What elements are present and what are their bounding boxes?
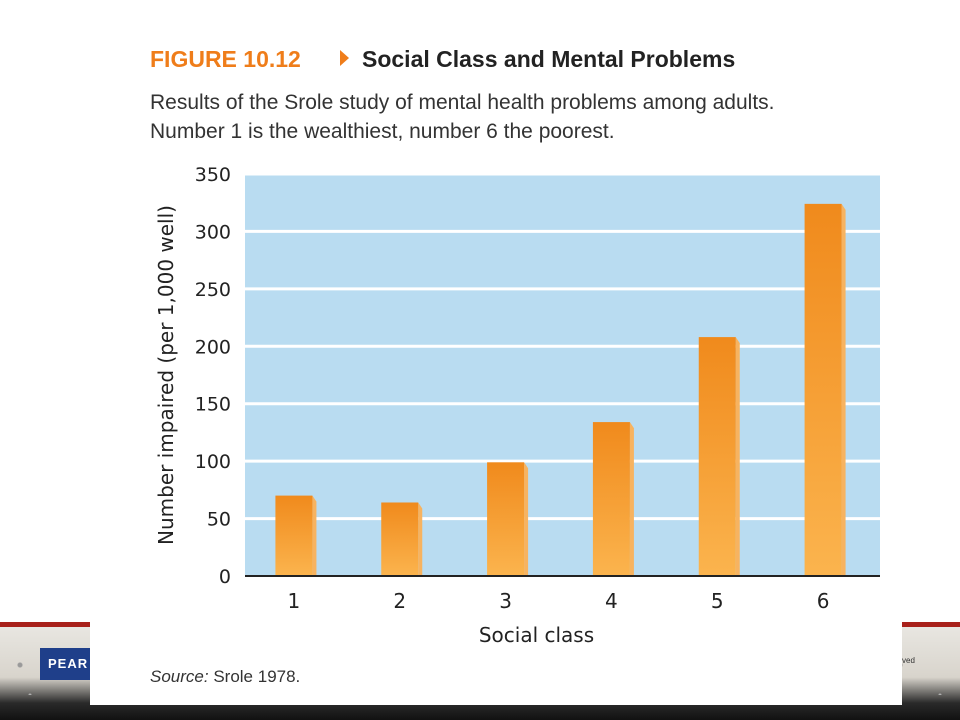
bar (698, 337, 736, 576)
x-tick-label: 1 (288, 589, 301, 613)
y-tick-label: 150 (195, 394, 231, 416)
figure-title: Social Class and Mental Problems (362, 46, 736, 72)
bar-side (524, 462, 529, 576)
bar (487, 462, 525, 576)
source-text: Srole 1978. (213, 667, 301, 686)
y-tick-label: 50 (207, 509, 231, 531)
figure-panel: FIGURE 10.12 Social Class and Mental Pro… (90, 30, 902, 705)
y-tick-label: 0 (219, 566, 231, 588)
figure-arrow-icon (340, 50, 349, 66)
figure-source: Source: Srole 1978. (150, 667, 300, 687)
figure-number: FIGURE 10.12 (150, 46, 301, 72)
y-tick-label: 250 (195, 279, 231, 301)
y-axis-label: Number impaired (per 1,000 well) (154, 205, 178, 545)
y-tick-label: 200 (195, 336, 231, 358)
x-tick-label: 5 (711, 589, 724, 613)
logo-text: PEAR (48, 656, 89, 671)
y-tick-label: 100 (195, 451, 231, 473)
x-tick-label: 2 (393, 589, 406, 613)
x-axis-label: Social class (479, 623, 594, 647)
y-tick-label: 300 (195, 221, 231, 243)
x-tick-label: 6 (817, 589, 830, 613)
copyright-text: ved (902, 656, 915, 665)
bar-chart: 0 50 100 150 200 250 300 350 1 2 3 4 5 6 Number impa… (154, 164, 880, 647)
x-tick-label: 3 (499, 589, 512, 613)
bar (275, 495, 313, 576)
bar-side (629, 422, 634, 576)
plot-area (245, 174, 880, 576)
caption-line-1: Results of the Srole study of mental hea… (150, 91, 775, 114)
bar (804, 203, 842, 576)
caption-line-2: Number 1 is the wealthiest, number 6 the… (150, 120, 615, 143)
bar-side (312, 495, 317, 576)
source-label: Source: (150, 667, 209, 686)
x-tick-label: 4 (605, 589, 618, 613)
bar (592, 422, 630, 576)
figure-caption: Results of the Srole study of mental hea… (150, 88, 890, 146)
bar (381, 502, 419, 576)
bar-side (735, 337, 740, 576)
y-tick-label: 350 (195, 164, 231, 186)
bar-side (418, 502, 423, 576)
bar-side (841, 203, 846, 576)
